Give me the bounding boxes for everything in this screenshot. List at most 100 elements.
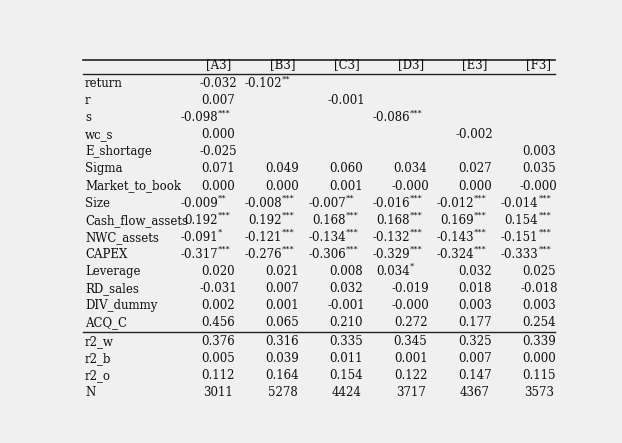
Text: 0.005: 0.005 <box>202 352 235 365</box>
Text: ***: *** <box>282 229 295 237</box>
Text: 0.035: 0.035 <box>522 163 555 175</box>
Text: **: ** <box>346 194 355 202</box>
Text: 0.020: 0.020 <box>202 265 235 278</box>
Text: -0.002: -0.002 <box>456 128 493 141</box>
Text: s: s <box>85 111 91 124</box>
Text: ***: *** <box>410 194 423 202</box>
Text: DIV_dummy: DIV_dummy <box>85 299 157 312</box>
Text: -0.151: -0.151 <box>501 231 539 244</box>
Text: 0.001: 0.001 <box>330 179 363 193</box>
Text: -0.019: -0.019 <box>392 282 429 295</box>
Text: 0.456: 0.456 <box>202 316 235 329</box>
Text: 3573: 3573 <box>524 386 554 400</box>
Text: ***: *** <box>282 246 295 254</box>
Text: RD_sales: RD_sales <box>85 282 139 295</box>
Text: ***: *** <box>410 246 423 254</box>
Text: wc_s: wc_s <box>85 128 113 141</box>
Text: -0.306: -0.306 <box>309 248 346 261</box>
Text: 0.000: 0.000 <box>266 179 299 193</box>
Text: -0.317: -0.317 <box>180 248 218 261</box>
Text: -0.025: -0.025 <box>200 145 237 159</box>
Text: -0.121: -0.121 <box>244 231 282 244</box>
Text: -0.032: -0.032 <box>200 77 237 90</box>
Text: -0.098: -0.098 <box>180 111 218 124</box>
Text: [D3]: [D3] <box>397 58 424 72</box>
Text: -0.016: -0.016 <box>373 197 410 210</box>
Text: ***: *** <box>346 229 359 237</box>
Text: -0.000: -0.000 <box>520 179 558 193</box>
Text: 0.122: 0.122 <box>394 369 427 382</box>
Text: ***: *** <box>539 212 551 220</box>
Text: Size: Size <box>85 197 110 210</box>
Text: 0.325: 0.325 <box>458 335 491 348</box>
Text: ***: *** <box>410 212 423 220</box>
Text: [F3]: [F3] <box>526 58 551 72</box>
Text: ***: *** <box>539 229 551 237</box>
Text: ***: *** <box>410 229 423 237</box>
Text: 0.007: 0.007 <box>202 94 235 107</box>
Text: 3011: 3011 <box>203 386 233 400</box>
Text: 0.071: 0.071 <box>202 163 235 175</box>
Text: -0.001: -0.001 <box>328 94 365 107</box>
Text: 0.112: 0.112 <box>202 369 235 382</box>
Text: 0.164: 0.164 <box>266 369 299 382</box>
Text: -0.000: -0.000 <box>392 179 429 193</box>
Text: Market_to_book: Market_to_book <box>85 179 181 193</box>
Text: 0.000: 0.000 <box>458 179 491 193</box>
Text: 0.192: 0.192 <box>248 214 282 227</box>
Text: 0.007: 0.007 <box>458 352 491 365</box>
Text: 0.027: 0.027 <box>458 163 491 175</box>
Text: 0.001: 0.001 <box>266 299 299 312</box>
Text: *: * <box>410 263 414 271</box>
Text: 0.032: 0.032 <box>458 265 491 278</box>
Text: Sigma: Sigma <box>85 163 123 175</box>
Text: 0.032: 0.032 <box>330 282 363 295</box>
Text: [A3]: [A3] <box>206 58 231 72</box>
Text: Leverage: Leverage <box>85 265 141 278</box>
Text: r: r <box>85 94 91 107</box>
Text: 0.335: 0.335 <box>330 335 363 348</box>
Text: 4367: 4367 <box>460 386 490 400</box>
Text: -0.000: -0.000 <box>392 299 429 312</box>
Text: [B3]: [B3] <box>269 58 295 72</box>
Text: -0.132: -0.132 <box>373 231 410 244</box>
Text: 5278: 5278 <box>267 386 297 400</box>
Text: 0.034: 0.034 <box>376 265 410 278</box>
Text: 0.000: 0.000 <box>202 128 235 141</box>
Text: 0.039: 0.039 <box>266 352 299 365</box>
Text: *: * <box>218 229 222 237</box>
Text: ***: *** <box>282 212 295 220</box>
Text: 0.316: 0.316 <box>266 335 299 348</box>
Text: -0.018: -0.018 <box>520 282 557 295</box>
Text: -0.333: -0.333 <box>501 248 539 261</box>
Text: -0.008: -0.008 <box>244 197 282 210</box>
Text: 0.000: 0.000 <box>202 179 235 193</box>
Text: -0.324: -0.324 <box>437 248 474 261</box>
Text: CAPEX: CAPEX <box>85 248 128 261</box>
Text: ***: *** <box>539 246 551 254</box>
Text: 0.168: 0.168 <box>312 214 346 227</box>
Text: 0.254: 0.254 <box>522 316 555 329</box>
Text: 0.065: 0.065 <box>266 316 299 329</box>
Text: 0.345: 0.345 <box>394 335 427 348</box>
Text: -0.102: -0.102 <box>244 77 282 90</box>
Text: -0.001: -0.001 <box>328 299 365 312</box>
Text: 0.272: 0.272 <box>394 316 427 329</box>
Text: N: N <box>85 386 95 400</box>
Text: [E3]: [E3] <box>462 58 488 72</box>
Text: [C3]: [C3] <box>333 58 360 72</box>
Text: ***: *** <box>539 194 551 202</box>
Text: -0.031: -0.031 <box>200 282 237 295</box>
Text: ACQ_C: ACQ_C <box>85 316 127 329</box>
Text: 0.168: 0.168 <box>377 214 410 227</box>
Text: -0.134: -0.134 <box>309 231 346 244</box>
Text: -0.329: -0.329 <box>373 248 410 261</box>
Text: ***: *** <box>474 194 487 202</box>
Text: 0.154: 0.154 <box>504 214 539 227</box>
Text: 0.000: 0.000 <box>522 352 555 365</box>
Text: 3717: 3717 <box>396 386 425 400</box>
Text: r2_o: r2_o <box>85 369 111 382</box>
Text: ***: *** <box>410 109 423 117</box>
Text: 0.154: 0.154 <box>330 369 363 382</box>
Text: -0.143: -0.143 <box>437 231 474 244</box>
